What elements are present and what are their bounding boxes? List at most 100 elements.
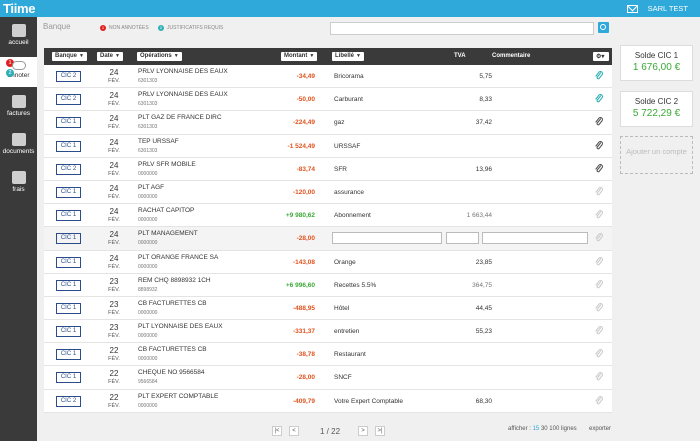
app-logo[interactable]: Tiime	[3, 1, 36, 16]
paperclip-icon[interactable]	[595, 140, 603, 151]
table-row[interactable]: CIC 1 24 FÉV. PLT AGF 0000000 -120,00 assuranc…	[44, 181, 612, 205]
add-account-button[interactable]: Ajouter un compte	[620, 136, 693, 174]
table-row[interactable]: CIC 1 24 FÉV. PLT ORANGE FRANCE SA 0000000 -1…	[44, 251, 612, 274]
libelle-value[interactable]: entretien	[334, 328, 360, 336]
paperclip-icon[interactable]	[595, 372, 603, 382]
paperclip-icon[interactable]	[595, 71, 603, 81]
libelle-value[interactable]: assurance	[334, 188, 364, 196]
paperclip-icon[interactable]	[595, 302, 603, 313]
first-page-button[interactable]: |<	[272, 426, 282, 436]
settings-icon[interactable]: ⚙▾	[593, 52, 609, 61]
tva-input[interactable]	[446, 232, 479, 245]
bank-badge[interactable]: CIC 1	[56, 349, 81, 361]
tva-value[interactable]: 13,96	[475, 165, 492, 173]
paperclip-icon[interactable]	[595, 163, 603, 174]
nav-annoter[interactable]: 1 2 annoter	[0, 57, 37, 87]
date-month: FÉV.	[108, 379, 120, 386]
col-amount[interactable]: Montant ▼	[281, 52, 318, 61]
libelle-value[interactable]: Abonnement	[334, 212, 371, 220]
table-row[interactable]: CIC 1 22 FÉV. CB FACTURETTES CB 0000000 -38,7…	[44, 343, 612, 367]
tva-value[interactable]: 1 663,44	[466, 212, 492, 220]
table-row[interactable]: CIC 1 22 FÉV. CHEQUE NO 9566584 9566584 -28,0…	[44, 366, 612, 390]
bank-badge[interactable]: CIC 1	[56, 279, 81, 291]
libelle-value[interactable]: gaz	[334, 119, 345, 127]
table-row[interactable]: CIC 1 23 FÉV. REM CHQ 8898932 1CH 8898932 +6 …	[44, 274, 612, 297]
bank-badge[interactable]: CIC 1	[56, 372, 81, 384]
bank-badge[interactable]: CIC 1	[56, 233, 81, 245]
search-icon[interactable]	[598, 22, 609, 33]
col-date[interactable]: Date ▼	[97, 52, 123, 61]
nav-frais[interactable]: frais	[0, 169, 37, 203]
paperclip-icon[interactable]	[595, 256, 603, 267]
paperclip-icon[interactable]	[595, 395, 603, 406]
tva-value[interactable]: 364,75	[472, 281, 492, 289]
col-operations[interactable]: Opérations ▼	[137, 52, 182, 61]
nav-accueil[interactable]: accueil	[0, 21, 37, 55]
libelle-value[interactable]: SFR	[334, 165, 347, 173]
tva-value[interactable]: 8,33	[479, 96, 492, 104]
rows-100-option[interactable]: 100	[549, 426, 560, 432]
tva-value[interactable]: 23,85	[475, 258, 492, 266]
table-row[interactable]: CIC 2 22 FÉV. PLT EXPERT COMPTABLE 0000000 -4…	[44, 390, 612, 413]
table-row[interactable]: CIC 1 23 FÉV. CB FACTURETTES CB 0000000 -488,…	[44, 297, 612, 321]
table-row[interactable]: CIC 2 24 FÉV. PRLV LYONNAISE DES EAUX 630130…	[44, 88, 612, 112]
comment-input[interactable]	[482, 232, 588, 245]
tva-value[interactable]: 37,42	[475, 119, 492, 127]
libelle-value[interactable]: Orange	[334, 258, 356, 266]
table-row[interactable]: CIC 1 23 FÉV. PLT LYONNAISE DES EAUX 0000000…	[44, 320, 612, 344]
export-link[interactable]: exporter	[589, 426, 612, 432]
paperclip-icon[interactable]	[595, 186, 603, 197]
bank-badge[interactable]: CIC 2	[56, 163, 81, 175]
rows-15-option[interactable]: 15	[532, 426, 540, 432]
bank-badge[interactable]: CIC 1	[56, 210, 81, 222]
paperclip-icon[interactable]	[595, 233, 603, 243]
tva-value[interactable]: 44,45	[475, 304, 492, 312]
paperclip-icon[interactable]	[595, 349, 603, 359]
bank-badge[interactable]: CIC 2	[56, 395, 81, 407]
paperclip-icon[interactable]	[595, 326, 603, 336]
bank-badge[interactable]: CIC 1	[56, 326, 81, 338]
libelle-value[interactable]: Restaurant	[334, 351, 366, 359]
bank-badge[interactable]: CIC 1	[56, 117, 81, 129]
table-row[interactable]: CIC 2 24 FÉV. PRLV SFR MOBILE 0000000 -83,74 S…	[44, 158, 612, 181]
prev-page-button[interactable]: <	[289, 426, 299, 436]
table-row[interactable]: CIC 1 24 FÉV. RACHAT CAPITOP 0000000 +9 980,6…	[44, 204, 612, 228]
nav-factures[interactable]: factures	[0, 93, 37, 127]
table-row[interactable]: CIC 1 24 FÉV. TEP URSSAF 6301303 -1 524,49 URS…	[44, 135, 612, 158]
rows-30-option[interactable]: 30	[540, 426, 548, 432]
nav-documents[interactable]: documents	[0, 131, 37, 165]
libelle-value[interactable]: SNCF	[334, 374, 352, 382]
libelle-value[interactable]: Bricorama	[334, 73, 364, 80]
search-input[interactable]	[330, 22, 594, 35]
last-page-button[interactable]: >|	[375, 426, 385, 436]
tva-value[interactable]: 5,75	[479, 73, 492, 80]
table-row[interactable]: CIC 2 24 FÉV. PRLV LYONNAISE DES EAUX 630130…	[44, 65, 612, 89]
table-row[interactable]: CIC 1 24 FÉV. PLT MANAGEMENT 0000000 -28,00	[44, 227, 612, 251]
libelle-value[interactable]: URSSAF	[334, 142, 361, 150]
bank-badge[interactable]: CIC 1	[56, 186, 81, 198]
tva-value[interactable]: 55,23	[475, 328, 492, 336]
bank-badge[interactable]: CIC 2	[56, 94, 81, 106]
libelle-value[interactable]: Carburant	[334, 96, 363, 104]
libelle-value[interactable]: Recettes 5.5%	[334, 281, 377, 289]
bank-badge[interactable]: CIC 2	[56, 71, 81, 82]
bank-badge[interactable]: CIC 1	[56, 140, 81, 152]
table-row[interactable]: CIC 1 24 FÉV. PLT GAZ DE FRANCE DIRC 6301303…	[44, 111, 612, 135]
col-bank[interactable]: Banque ▼	[52, 52, 87, 61]
account-card-cic1[interactable]: Solde CIC 1 1 676,00 €	[620, 45, 693, 81]
paperclip-icon[interactable]	[595, 279, 603, 290]
bank-badge[interactable]: CIC 1	[56, 302, 81, 314]
libelle-input[interactable]	[332, 232, 442, 245]
libelle-value[interactable]: Hôtel	[334, 304, 350, 312]
mail-icon[interactable]	[626, 4, 638, 13]
paperclip-icon[interactable]	[595, 117, 603, 127]
paperclip-icon[interactable]	[595, 94, 603, 104]
paperclip-icon[interactable]	[595, 210, 603, 220]
user-name[interactable]: SARL TEST	[647, 4, 688, 13]
bank-badge[interactable]: CIC 1	[56, 256, 81, 268]
next-page-button[interactable]: >	[358, 426, 368, 436]
account-card-cic2[interactable]: Solde CIC 2 5 722,29 €	[620, 91, 693, 127]
libelle-value[interactable]: Votre Expert Comptable	[334, 397, 404, 405]
col-libelle[interactable]: Libellé ▼	[332, 52, 364, 61]
tva-value[interactable]: 68,30	[475, 397, 492, 405]
